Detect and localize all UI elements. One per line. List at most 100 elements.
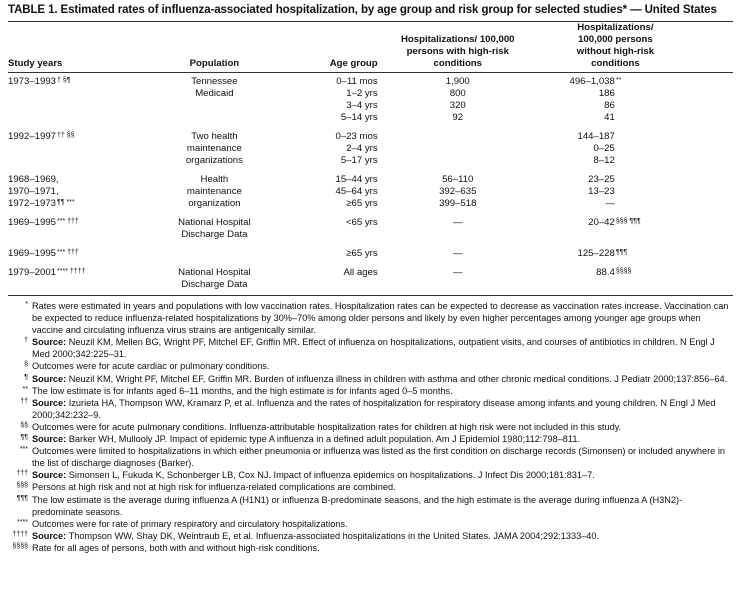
no-high-risk-cell: 125–228¶¶¶ [577, 248, 628, 259]
footnote-text: Source: Barker WH, Mullooly JP. Impact o… [32, 434, 580, 445]
footnote: ¶ Source: Neuzil KM, Wright PF, Mitchel E… [8, 373, 733, 385]
high-risk-cell [378, 229, 538, 241]
no-high-risk-cell: 496–1,038** [569, 76, 622, 87]
source-label: Source: [32, 434, 67, 445]
high-risk-cell [378, 143, 538, 155]
population-cell: Two health [191, 131, 238, 142]
study-years-cell [8, 112, 157, 124]
footnote-text: Outcomes were limited to hospitalization… [32, 446, 725, 469]
age-group-cell: ≥65 yrs [346, 248, 378, 259]
table-title: TABLE 1. Estimated rates of influenza-as… [8, 4, 717, 16]
bottom-rule [8, 291, 733, 296]
footnote-marker: † [24, 337, 28, 345]
rates-table: Study years Population Age group Hospita… [8, 22, 733, 296]
header-high-risk: Hospitalizations/ 100,000 persons with h… [400, 34, 515, 69]
source-label: Source: [32, 530, 67, 541]
table-row: 1972–1973¶¶ *** organization ≥65 yrs 399–51… [8, 198, 733, 210]
high-risk-cell: — [452, 267, 463, 278]
footnote-marker: ** [22, 385, 28, 393]
footnote-text: Outcomes were for acute pulmonary condit… [32, 421, 622, 432]
footnote-text: Outcomes were for rate of primary respir… [32, 518, 348, 529]
high-risk-cell: 800 [449, 88, 466, 99]
no-high-risk-cell [538, 229, 733, 241]
study-years-cell [8, 143, 157, 155]
study-years-cell [8, 279, 157, 291]
footnote: *** Outcomes were limited to hospitalizat… [8, 445, 733, 469]
study-years-cell: 1968–1969, [8, 174, 59, 185]
study-years-cell: 1992–1997†† §§ [8, 131, 75, 142]
study-years-cell: 1970–1971, [8, 186, 59, 197]
age-group-cell: 45–64 yrs [335, 186, 378, 197]
no-high-risk-cell: 186 [598, 88, 615, 99]
study-years-cell: 1973–1993† §¶ [8, 76, 71, 87]
age-group-cell: 5–14 yrs [340, 112, 378, 123]
population-cell: Health [200, 174, 229, 185]
population-cell: maintenance [186, 186, 242, 197]
age-group-cell: All ages [343, 267, 378, 278]
age-group-cell [272, 229, 378, 241]
footnote-text: The low estimate is the average during i… [32, 494, 683, 517]
no-high-risk-cell: — [605, 198, 615, 209]
high-risk-cell [378, 155, 538, 167]
no-high-risk-cell: 86 [604, 100, 615, 111]
footnote-marker: *** [19, 446, 28, 454]
footnote-marker: *** ††† [57, 218, 79, 225]
header-rule [8, 72, 733, 76]
footnote-marker: **** †††† [57, 268, 86, 275]
footnote-marker: §§§ [16, 482, 28, 490]
footnote-marker: ** [615, 77, 622, 84]
footnote-marker: § [24, 361, 28, 369]
age-group-cell: 3–4 yrs [346, 100, 378, 111]
table-row: 1992–1997†† §§ Two health 0–23 mos 144–187 [8, 124, 733, 143]
footnote-marker: ¶¶¶ [16, 494, 28, 502]
study-years-cell [8, 100, 157, 112]
population-cell: organizations [185, 155, 243, 166]
top-rule [8, 21, 733, 22]
footnote: §§§ Persons at high risk and not at high … [8, 481, 733, 493]
document: TABLE 1. Estimated rates of influenza-as… [8, 4, 733, 553]
footnote-text: Rate for all ages of persons, both with … [32, 542, 320, 553]
footnote: ** The low estimate is for infants aged 6… [8, 385, 733, 397]
footnote-marker: *** ††† [57, 249, 79, 256]
footnote-text: Source: Thompson WW, Shay DK, Weintraub … [32, 530, 600, 541]
age-group-cell: ≥65 yrs [346, 198, 378, 209]
table-row: Medicaid 1–2 yrs 800 186 [8, 88, 733, 100]
high-risk-cell: 392–635 [439, 186, 477, 197]
table-row: Discharge Data [8, 279, 733, 291]
footnote-text: Source: Neuzil KM, Mellen BG, Wright PF,… [32, 337, 715, 360]
age-group-cell: 1–2 yrs [346, 88, 378, 99]
high-risk-cell: 399–518 [439, 198, 477, 209]
footnote-text: Source: Simonsen L, Fukuda K, Schonberge… [32, 470, 595, 481]
high-risk-cell [378, 279, 538, 291]
footnote-marker: †††† [12, 530, 28, 538]
age-group-cell: <65 yrs [345, 217, 378, 228]
footnote-marker: † §¶ [57, 77, 71, 84]
footnote: †† Source: Izurieta HA, Thompson WW, Kram… [8, 397, 733, 421]
study-years-cell [8, 88, 157, 100]
footnote: * Rates were estimated in years and popul… [8, 300, 733, 336]
population-cell: organization [188, 198, 241, 209]
footnote-marker: §§§ ¶¶¶ [615, 218, 641, 225]
footnote: ¶¶ Source: Barker WH, Mullooly JP. Impact… [8, 433, 733, 445]
age-group-cell [272, 279, 378, 291]
population-cell: Tennessee [191, 76, 238, 87]
footnote: †††† Source: Thompson WW, Shay DK, Weintr… [8, 530, 733, 542]
population-cell: Discharge Data [181, 279, 248, 290]
footnote-marker: §§§§ [12, 542, 28, 550]
table-row: maintenance 2–4 yrs 0–25 [8, 143, 733, 155]
footnote-text: The low estimate is for infants aged 6–1… [32, 385, 453, 396]
footnote-text: Source: Neuzil KM, Wright PF, Mitchel EF… [32, 373, 728, 384]
study-years-cell: 1969–1995*** ††† [8, 217, 79, 228]
table-row: 5–14 yrs 92 41 [8, 112, 733, 124]
footnote-text: Source: Izurieta HA, Thompson WW, Kramar… [32, 397, 716, 420]
footnote-text: Persons at high risk and not at high ris… [32, 482, 396, 493]
population-cell [157, 100, 272, 112]
table-row: 1973–1993† §¶ Tennessee 0–11 mos 1,900 496–1… [8, 76, 733, 88]
table-row: 1969–1995*** ††† National Hospital <65 yrs… [8, 210, 733, 229]
footnote: † Source: Neuzil KM, Mellen BG, Wright PF… [8, 336, 733, 360]
footnote-marker: ††† [16, 470, 28, 478]
footnote-marker: * [25, 301, 28, 308]
no-high-risk-cell: 88.4§§§§ [596, 267, 632, 278]
age-group-cell: 5–17 yrs [340, 155, 378, 166]
high-risk-cell: 92 [452, 112, 464, 123]
